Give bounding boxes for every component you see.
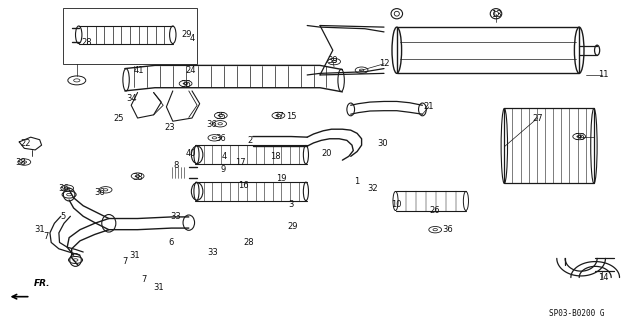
Text: 24: 24 [186,66,196,75]
Text: 41: 41 [134,66,144,75]
Text: 33: 33 [207,248,218,256]
Text: 31: 31 [154,283,164,292]
Text: 37: 37 [273,112,284,121]
Text: 27: 27 [532,114,543,122]
Text: 36: 36 [206,120,216,129]
Text: 31: 31 [35,225,45,234]
Text: 29: 29 [288,222,298,231]
Text: 31: 31 [129,251,140,260]
Text: 17: 17 [235,158,245,167]
Text: 26: 26 [430,206,440,215]
Text: 28: 28 [243,238,253,247]
Bar [63,8,197,64]
Text: 36: 36 [94,189,104,197]
Text: 32: 32 [367,184,378,193]
Text: 38: 38 [132,173,143,182]
Text: 20: 20 [321,149,332,158]
Text: 1: 1 [355,177,360,186]
Text: 22: 22 [20,139,31,148]
Text: 16: 16 [238,181,248,189]
Text: 25: 25 [113,114,124,122]
Text: 35: 35 [216,112,226,121]
Text: FR.: FR. [34,279,50,288]
Text: 11: 11 [598,70,608,79]
Text: 30: 30 [378,139,388,148]
Text: 2: 2 [247,136,252,145]
Bar [504,108,594,183]
Text: 6: 6 [169,238,174,247]
Text: SP03-B0200 G: SP03-B0200 G [549,309,605,318]
Text: 33: 33 [171,212,181,221]
Text: 28: 28 [81,38,92,47]
Text: 36: 36 [216,134,226,143]
Text: 19: 19 [276,174,287,183]
Text: 15: 15 [286,112,296,121]
Text: 18: 18 [270,152,280,161]
Text: 5: 5 [60,212,65,221]
Text: 12: 12 [379,59,389,68]
Text: 10: 10 [392,200,402,209]
Text: 23: 23 [164,123,175,132]
Bar [397,27,579,73]
Text: 14: 14 [598,273,608,282]
Text: 4: 4 [221,152,227,161]
Text: 38: 38 [15,158,26,167]
Text: 36: 36 [180,80,191,89]
Text: 7: 7 [141,275,147,284]
Text: 36: 36 [574,133,584,142]
Text: 7: 7 [122,257,127,266]
Text: 3: 3 [289,200,294,209]
Text: 34: 34 [126,94,136,103]
Text: 39: 39 [328,56,338,65]
Text: 21: 21 [424,102,434,111]
Text: 7: 7 [44,232,49,241]
Text: 36: 36 [59,184,69,193]
Text: 40: 40 [186,149,196,158]
Text: 36: 36 [443,225,453,234]
Text: 9: 9 [220,165,225,174]
Text: 4: 4 [189,34,195,43]
Text: 29: 29 [182,30,192,39]
Text: 8: 8 [173,161,179,170]
Text: 13: 13 [491,10,501,19]
